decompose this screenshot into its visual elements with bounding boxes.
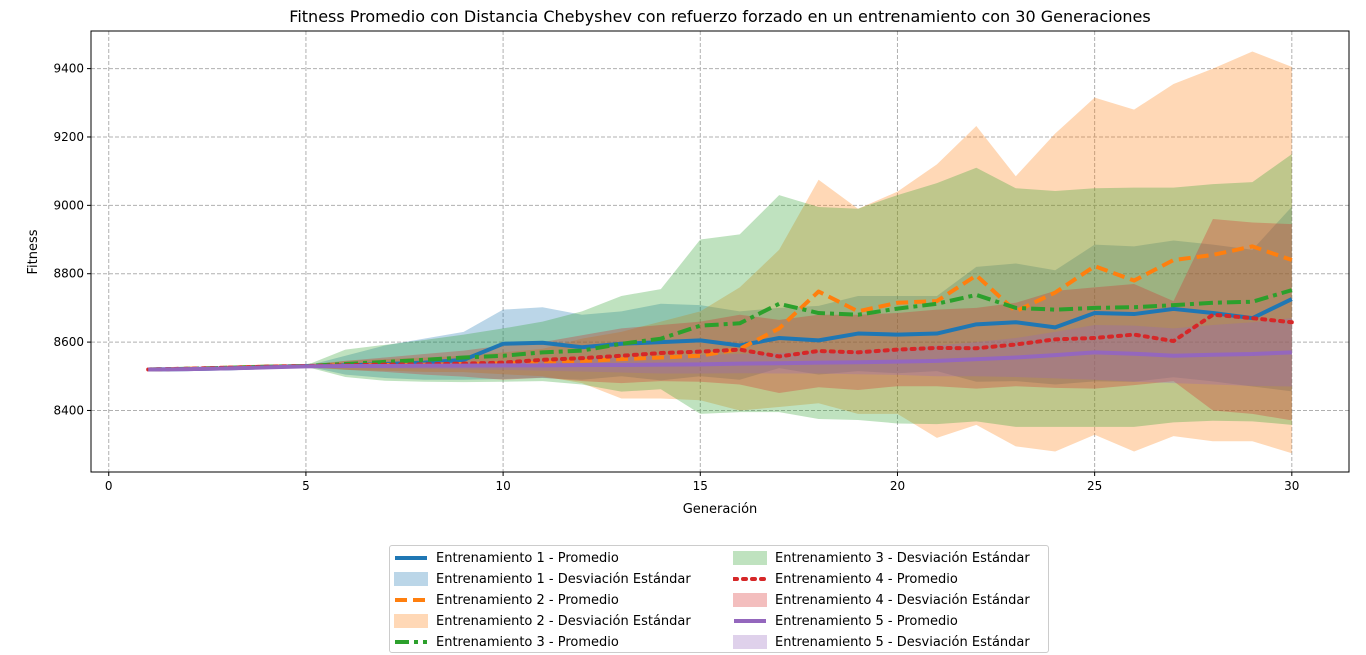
legend-item-mean: Entrenamiento 4 - Promedio	[732, 569, 958, 589]
x-tick-label: 30	[1284, 479, 1299, 493]
legend-line-swatch	[732, 572, 768, 586]
y-tick-label: 9200	[53, 130, 84, 144]
legend-item-std: Entrenamiento 3 - Desviación Estándar	[733, 548, 1030, 568]
grid-lines	[91, 31, 1349, 472]
legend-band-swatch	[733, 551, 767, 565]
y-tick-label: 9400	[53, 62, 84, 76]
legend-item-std: Entrenamiento 5 - Desviación Estándar	[733, 632, 1030, 652]
legend-label: Entrenamiento 1 - Desviación Estándar	[436, 571, 691, 587]
plot-area-frame	[90, 30, 1350, 473]
axis-ticks: 0 5 10 15 20 25 30 8400 8600 8800 9000 9200 9400	[53, 62, 1299, 493]
mean-line-series-5	[148, 350, 1292, 372]
legend-label: Entrenamiento 4 - Promedio	[775, 571, 958, 587]
legend-item-mean: Entrenamiento 2 - Promedio	[394, 590, 619, 610]
legend-label: Entrenamiento 5 - Desviación Estándar	[775, 634, 1030, 650]
legend-item-std: Entrenamiento 4 - Desviación Estándar	[733, 590, 1030, 610]
mean-lines	[146, 244, 1294, 372]
legend-item-std: Entrenamiento 2 - Desviación Estándar	[394, 611, 691, 631]
std-bands	[148, 51, 1292, 454]
y-tick-label: 8800	[53, 267, 84, 281]
legend-label: Entrenamiento 3 - Desviación Estándar	[775, 550, 1030, 566]
legend-band-swatch	[733, 593, 767, 607]
x-axis-label: Generación	[683, 502, 758, 517]
legend-item-std: Entrenamiento 1 - Desviación Estándar	[394, 569, 691, 589]
x-tick-label: 0	[105, 479, 113, 493]
legend-item-mean: Entrenamiento 1 - Promedio	[394, 548, 619, 568]
legend-line-swatch	[394, 635, 428, 649]
legend-item-mean: Entrenamiento 3 - Promedio	[394, 632, 619, 652]
x-tick-label: 15	[693, 479, 708, 493]
chart-canvas: Fitness Promedio con Distancia Chebyshev…	[26, 7, 1350, 517]
x-tick-label: 10	[495, 479, 510, 493]
y-tick-label: 9000	[53, 198, 84, 212]
legend-label: Entrenamiento 2 - Promedio	[436, 592, 619, 608]
legend-label: Entrenamiento 5 - Promedio	[775, 613, 958, 629]
legend-band-swatch	[394, 614, 428, 628]
x-tick-label: 20	[890, 479, 905, 493]
legend-line-swatch	[394, 593, 428, 607]
legend-label: Entrenamiento 4 - Desviación Estándar	[775, 592, 1030, 608]
legend-label: Entrenamiento 2 - Desviación Estándar	[436, 613, 691, 629]
legend-item-mean: Entrenamiento 5 - Promedio	[733, 611, 958, 631]
std-band-series-4	[148, 219, 1292, 421]
legend-label: Entrenamiento 3 - Promedio	[436, 634, 619, 650]
std-band-series-2	[148, 51, 1292, 454]
y-tick-label: 8600	[53, 335, 84, 349]
x-tick-label: 25	[1087, 479, 1102, 493]
y-axis-label: Fitness	[26, 229, 41, 274]
chart-title: Fitness Promedio con Distancia Chebyshev…	[289, 7, 1150, 26]
legend-line-swatch	[733, 614, 767, 628]
chart-legend: Entrenamiento 1 - Promedio Entrenamiento …	[389, 545, 1049, 653]
std-band-series-5	[148, 318, 1292, 387]
legend-label: Entrenamiento 1 - Promedio	[436, 550, 619, 566]
x-tick-label: 5	[302, 479, 310, 493]
legend-line-swatch	[394, 551, 428, 565]
y-tick-label: 8400	[53, 403, 84, 417]
legend-band-swatch	[733, 635, 767, 649]
legend-band-swatch	[394, 572, 428, 586]
